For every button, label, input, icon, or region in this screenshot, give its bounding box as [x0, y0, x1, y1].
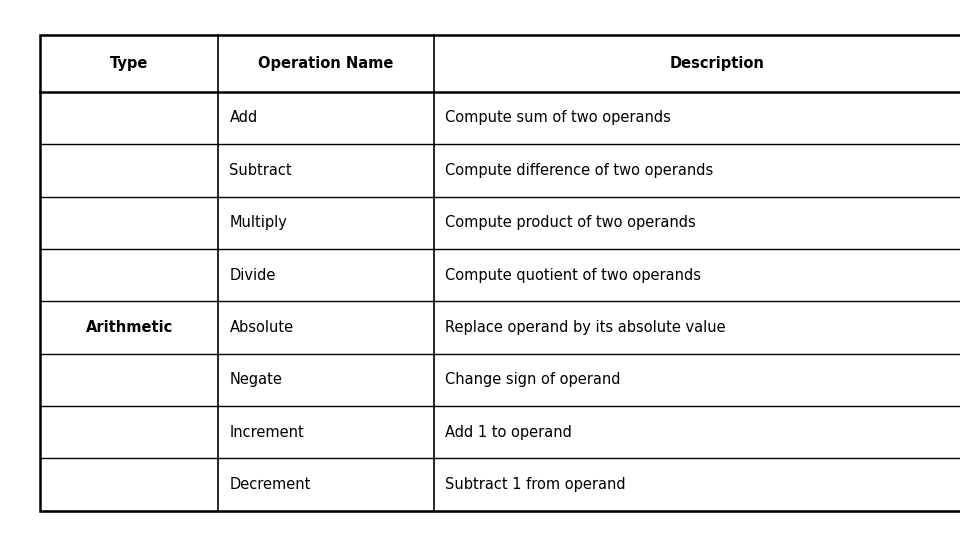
Text: Arithmetic: Arithmetic [85, 320, 173, 335]
Text: Negate: Negate [229, 373, 282, 387]
Text: Compute difference of two operands: Compute difference of two operands [445, 163, 713, 178]
Text: Type: Type [110, 56, 148, 71]
Text: Operation Name: Operation Name [258, 56, 394, 71]
Text: Divide: Divide [229, 268, 276, 282]
Text: Compute product of two operands: Compute product of two operands [445, 215, 696, 230]
Text: Compute sum of two operands: Compute sum of two operands [445, 111, 671, 125]
Text: Decrement: Decrement [229, 477, 311, 492]
Text: Increment: Increment [229, 425, 304, 440]
Text: Description: Description [670, 56, 764, 71]
Bar [40, 35, 960, 511]
Text: Subtract 1 from operand: Subtract 1 from operand [445, 477, 626, 492]
Text: Add 1 to operand: Add 1 to operand [445, 425, 572, 440]
Text: Replace operand by its absolute value: Replace operand by its absolute value [445, 320, 726, 335]
Text: Subtract: Subtract [229, 163, 292, 178]
Text: Multiply: Multiply [229, 215, 287, 230]
Text: Absolute: Absolute [229, 320, 294, 335]
Text: Add: Add [229, 111, 257, 125]
Text: Compute quotient of two operands: Compute quotient of two operands [445, 268, 702, 282]
Text: Change sign of operand: Change sign of operand [445, 373, 621, 387]
